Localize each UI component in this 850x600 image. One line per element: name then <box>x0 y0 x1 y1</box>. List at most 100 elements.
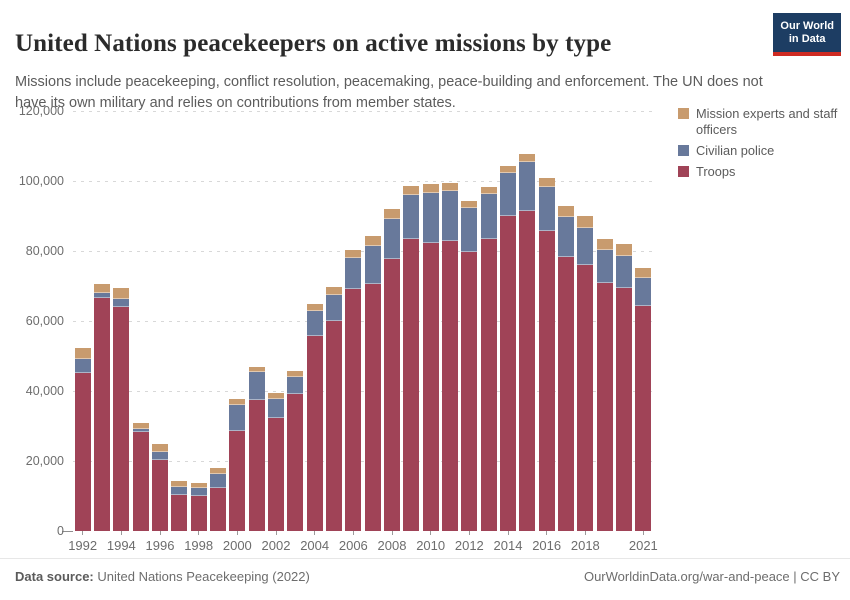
bar-segment-mission-experts-and-staff-officers[interactable] <box>500 165 516 173</box>
bar-segment-troops[interactable] <box>364 284 381 531</box>
bar-2007[interactable] <box>364 235 381 531</box>
bar-segment-troops[interactable] <box>248 400 265 531</box>
bar-segment-troops[interactable] <box>480 239 497 531</box>
bar-segment-civilian-police[interactable] <box>403 195 420 240</box>
bar-2010[interactable] <box>422 184 439 531</box>
bar-1998[interactable] <box>190 482 207 531</box>
bar-segment-civilian-police[interactable] <box>306 310 323 337</box>
bar-segment-civilian-police[interactable] <box>442 190 458 241</box>
bar-segment-civilian-police[interactable] <box>74 359 91 373</box>
bar-segment-troops[interactable] <box>403 239 420 531</box>
bar-2002[interactable] <box>268 393 284 531</box>
bar-2013[interactable] <box>480 186 497 531</box>
bar-2006[interactable] <box>345 249 362 531</box>
bar-segment-troops[interactable] <box>558 257 574 531</box>
bar-segment-troops[interactable] <box>422 243 439 531</box>
bar-2012[interactable] <box>461 200 478 531</box>
bar-2008[interactable] <box>384 209 400 531</box>
owid-logo[interactable]: Our World in Data <box>773 13 841 56</box>
bar-segment-civilian-police[interactable] <box>287 377 304 395</box>
bar-segment-troops[interactable] <box>229 431 246 531</box>
bar-segment-troops[interactable] <box>132 432 149 531</box>
bar-segment-mission-experts-and-staff-officers[interactable] <box>538 178 555 187</box>
bar-segment-troops[interactable] <box>74 372 91 531</box>
bar-segment-mission-experts-and-staff-officers[interactable] <box>306 303 323 311</box>
bar-segment-troops[interactable] <box>461 252 478 531</box>
legend-item-troops[interactable]: Troops <box>678 164 848 180</box>
bar-segment-mission-experts-and-staff-officers[interactable] <box>171 480 188 487</box>
bar-segment-mission-experts-and-staff-officers[interactable] <box>577 215 594 229</box>
bar-segment-civilian-police[interactable] <box>538 186 555 232</box>
legend-item-civilian-police[interactable]: Civilian police <box>678 143 848 159</box>
bar-1992[interactable] <box>74 348 91 531</box>
bar-segment-mission-experts-and-staff-officers[interactable] <box>519 154 536 162</box>
bar-segment-troops[interactable] <box>616 288 632 531</box>
bar-2018[interactable] <box>577 215 594 531</box>
bar-segment-mission-experts-and-staff-officers[interactable] <box>461 200 478 209</box>
bar-segment-civilian-police[interactable] <box>577 228 594 265</box>
bar-segment-troops[interactable] <box>635 305 652 531</box>
bar-segment-mission-experts-and-staff-officers[interactable] <box>287 371 304 378</box>
bar-segment-civilian-police[interactable] <box>558 217 574 258</box>
bar-1996[interactable] <box>152 443 168 531</box>
bar-segment-troops[interactable] <box>152 459 168 531</box>
bar-segment-mission-experts-and-staff-officers[interactable] <box>113 288 130 299</box>
bar-segment-troops[interactable] <box>210 487 226 531</box>
bar-segment-mission-experts-and-staff-officers[interactable] <box>152 443 168 452</box>
credit-link[interactable]: OurWorldinData.org/war-and-peace | CC BY <box>583 569 840 584</box>
bar-2001[interactable] <box>248 366 265 531</box>
bar-segment-troops[interactable] <box>442 240 458 531</box>
bar-2003[interactable] <box>287 371 304 531</box>
bar-segment-mission-experts-and-staff-officers[interactable] <box>364 235 381 246</box>
bar-2016[interactable] <box>538 178 555 531</box>
bar-segment-civilian-police[interactable] <box>384 219 400 260</box>
legend-item-mission-experts-and-staff-officers[interactable]: Mission experts and staff officers <box>678 106 848 138</box>
bar-segment-civilian-police[interactable] <box>132 429 149 433</box>
bar-segment-troops[interactable] <box>345 288 362 531</box>
bar-segment-mission-experts-and-staff-officers[interactable] <box>229 399 246 405</box>
bar-segment-civilian-police[interactable] <box>519 161 536 211</box>
bar-segment-civilian-police[interactable] <box>94 293 110 298</box>
bar-segment-troops[interactable] <box>519 210 536 531</box>
bar-segment-civilian-police[interactable] <box>113 298 130 307</box>
bar-segment-mission-experts-and-staff-officers[interactable] <box>480 186 497 195</box>
bar-segment-troops[interactable] <box>190 496 207 531</box>
bar-segment-troops[interactable] <box>500 216 516 531</box>
bar-segment-troops[interactable] <box>171 494 188 531</box>
bar-segment-mission-experts-and-staff-officers[interactable] <box>635 267 652 279</box>
bar-segment-mission-experts-and-staff-officers[interactable] <box>403 185 420 196</box>
bar-segment-troops[interactable] <box>596 283 613 531</box>
bar-segment-civilian-police[interactable] <box>210 474 226 488</box>
bar-segment-troops[interactable] <box>94 297 110 531</box>
bar-segment-mission-experts-and-staff-officers[interactable] <box>268 393 284 400</box>
bar-segment-mission-experts-and-staff-officers[interactable] <box>132 422 149 430</box>
bar-segment-civilian-police[interactable] <box>152 451 168 460</box>
bar-segment-civilian-police[interactable] <box>229 404 246 432</box>
bar-2014[interactable] <box>500 165 516 531</box>
bar-segment-civilian-police[interactable] <box>248 372 265 401</box>
bar-segment-mission-experts-and-staff-officers[interactable] <box>74 348 91 360</box>
bar-2005[interactable] <box>326 286 342 531</box>
bar-segment-mission-experts-and-staff-officers[interactable] <box>596 239 613 250</box>
bar-1995[interactable] <box>132 422 149 531</box>
bar-segment-troops[interactable] <box>306 336 323 531</box>
bar-segment-troops[interactable] <box>268 417 284 531</box>
bar-segment-mission-experts-and-staff-officers[interactable] <box>345 249 362 259</box>
bar-segment-mission-experts-and-staff-officers[interactable] <box>210 467 226 475</box>
bar-segment-civilian-police[interactable] <box>480 194 497 240</box>
bar-segment-civilian-police[interactable] <box>364 245 381 285</box>
bar-2019[interactable] <box>596 239 613 531</box>
bar-segment-civilian-police[interactable] <box>326 295 342 321</box>
bar-segment-mission-experts-and-staff-officers[interactable] <box>422 184 439 193</box>
bar-segment-troops[interactable] <box>326 320 342 531</box>
bar-segment-mission-experts-and-staff-officers[interactable] <box>616 244 632 256</box>
bar-segment-troops[interactable] <box>538 231 555 531</box>
bar-segment-mission-experts-and-staff-officers[interactable] <box>94 284 110 294</box>
bar-segment-mission-experts-and-staff-officers[interactable] <box>190 482 207 489</box>
bar-segment-civilian-police[interactable] <box>190 488 207 496</box>
bar-segment-civilian-police[interactable] <box>345 258 362 289</box>
bar-2015[interactable] <box>519 154 536 531</box>
bar-segment-troops[interactable] <box>384 259 400 531</box>
bar-segment-civilian-police[interactable] <box>635 278 652 306</box>
bar-segment-civilian-police[interactable] <box>171 486 188 495</box>
